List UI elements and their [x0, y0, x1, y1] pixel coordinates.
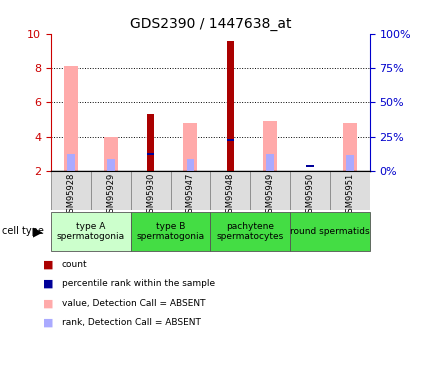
- Bar: [107, 159, 115, 171]
- Text: GSM95949: GSM95949: [266, 173, 275, 218]
- Text: GSM95948: GSM95948: [226, 173, 235, 218]
- Text: rank, Detection Call = ABSENT: rank, Detection Call = ABSENT: [62, 318, 201, 327]
- Bar: [343, 123, 357, 171]
- Bar: [184, 123, 198, 171]
- Bar: [187, 159, 194, 171]
- Bar: [210, 171, 250, 210]
- Bar: [330, 171, 370, 210]
- Bar: [91, 171, 131, 210]
- Text: count: count: [62, 260, 87, 268]
- Text: GSM95928: GSM95928: [66, 173, 75, 218]
- Text: cell type: cell type: [2, 226, 44, 237]
- Bar: [67, 154, 75, 171]
- Bar: [306, 165, 314, 167]
- Bar: [147, 114, 154, 171]
- Text: GSM95947: GSM95947: [186, 173, 195, 218]
- Text: value, Detection Call = ABSENT: value, Detection Call = ABSENT: [62, 298, 205, 307]
- Bar: [51, 171, 91, 210]
- Text: GSM95930: GSM95930: [146, 173, 155, 218]
- Text: ■: ■: [42, 318, 53, 328]
- Text: GSM95929: GSM95929: [106, 173, 115, 218]
- Bar: [227, 40, 234, 171]
- Bar: [266, 154, 274, 171]
- Bar: [346, 155, 354, 171]
- Text: ■: ■: [42, 259, 53, 269]
- Text: ▶: ▶: [33, 225, 43, 238]
- Bar: [64, 66, 78, 171]
- Text: round spermatids: round spermatids: [290, 227, 370, 236]
- Text: GSM95951: GSM95951: [346, 173, 354, 218]
- Bar: [147, 155, 154, 171]
- Bar: [250, 171, 290, 210]
- Text: type B
spermatogonia: type B spermatogonia: [136, 222, 204, 241]
- Title: GDS2390 / 1447638_at: GDS2390 / 1447638_at: [130, 17, 291, 32]
- Bar: [104, 136, 118, 171]
- Bar: [263, 121, 277, 171]
- Bar: [131, 171, 170, 210]
- Bar: [170, 171, 210, 210]
- Bar: [290, 171, 330, 210]
- Text: percentile rank within the sample: percentile rank within the sample: [62, 279, 215, 288]
- Text: GSM95950: GSM95950: [306, 173, 314, 218]
- Text: type A
spermatogonia: type A spermatogonia: [57, 222, 125, 241]
- Text: ■: ■: [42, 279, 53, 289]
- Text: ■: ■: [42, 298, 53, 308]
- Bar: [147, 153, 154, 155]
- Text: pachytene
spermatocytes: pachytene spermatocytes: [217, 222, 284, 241]
- Bar: [227, 139, 234, 141]
